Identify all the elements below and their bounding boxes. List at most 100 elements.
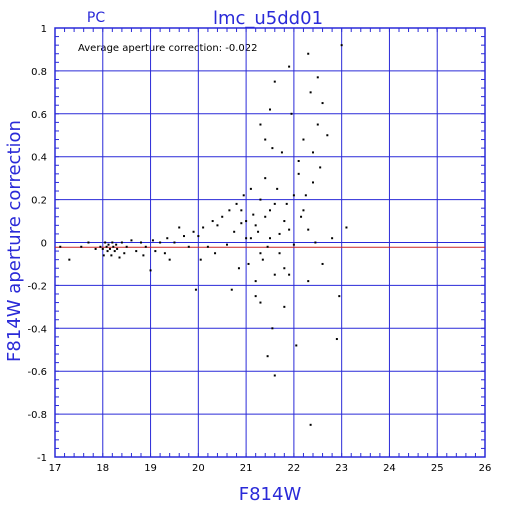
data-point (304, 194, 307, 197)
data-point (264, 215, 267, 218)
data-point (216, 224, 219, 227)
data-point (300, 215, 303, 218)
data-point (68, 258, 71, 261)
data-point (261, 258, 264, 261)
x-tick-label: 21 (240, 463, 253, 474)
data-point (237, 267, 240, 270)
data-point (245, 237, 248, 240)
data-point (266, 245, 269, 248)
data-point (278, 232, 281, 235)
data-point (273, 273, 276, 276)
data-point (135, 250, 138, 253)
data-point (292, 194, 295, 197)
x-tick-label: 25 (431, 463, 444, 474)
data-point (254, 295, 257, 298)
x-tick-label: 22 (288, 463, 301, 474)
data-point (140, 241, 142, 244)
data-point (314, 241, 317, 244)
data-point (159, 241, 162, 244)
y-tick-label: 0.6 (31, 110, 47, 121)
data-point (271, 147, 274, 150)
corner-label: PC (87, 10, 105, 26)
data-point (283, 220, 286, 223)
data-point (144, 245, 147, 248)
data-point (292, 243, 295, 246)
x-tick-label: 26 (479, 463, 492, 474)
x-axis-label: F814W (239, 484, 302, 505)
data-point (163, 252, 166, 255)
plot-frame (54, 27, 486, 458)
average-annotation: Average aperture correction: -0.022 (78, 43, 258, 54)
chart-title: lmc_u5dd01 (213, 8, 323, 29)
data-point (87, 241, 90, 244)
data-point (259, 123, 262, 126)
data-point (252, 213, 255, 216)
data-point (319, 166, 322, 169)
data-point (249, 237, 252, 240)
data-point (288, 273, 291, 276)
y-tick-label: 0.8 (31, 67, 47, 78)
data-point (123, 252, 126, 255)
data-point (125, 245, 128, 248)
data-point (94, 247, 97, 250)
data-point (266, 355, 269, 358)
data-point (288, 65, 291, 68)
data-point (269, 237, 271, 240)
data-point (214, 252, 217, 255)
data-point (273, 374, 276, 377)
data-point (106, 250, 109, 253)
data-point (290, 112, 293, 115)
y-tick-label: 0 (41, 239, 47, 250)
data-point (276, 187, 279, 190)
y-tick-label: 0.4 (31, 153, 47, 164)
data-point (269, 209, 271, 212)
data-point (316, 76, 319, 79)
data-point (257, 230, 260, 233)
data-point (173, 241, 176, 244)
data-point (116, 247, 119, 250)
data-point (307, 228, 310, 231)
data-point (295, 344, 298, 347)
data-point (331, 237, 334, 240)
data-point (307, 280, 310, 283)
data-point (115, 243, 118, 246)
data-point (151, 239, 154, 242)
data-point (206, 245, 209, 248)
data-point (307, 52, 310, 55)
data-point (240, 209, 243, 212)
x-tick-label: 17 (49, 463, 62, 474)
data-point (202, 226, 205, 229)
data-point (273, 80, 276, 83)
data-point (321, 102, 324, 105)
data-point (312, 151, 314, 154)
data-point (228, 209, 231, 212)
data-point (233, 230, 236, 233)
data-point (309, 91, 312, 94)
data-point (187, 245, 190, 248)
y-tick-label: 0.2 (31, 196, 47, 207)
data-point (197, 235, 200, 238)
data-point (118, 256, 121, 259)
data-point (338, 295, 341, 298)
y-tick-label: -0.6 (27, 367, 47, 378)
data-point (183, 235, 185, 238)
data-point (194, 288, 197, 291)
data-point (240, 222, 243, 225)
data-point (242, 194, 245, 197)
data-point (259, 252, 262, 255)
data-point (280, 151, 283, 154)
data-point (110, 254, 113, 257)
data-point (245, 220, 248, 223)
data-point (297, 159, 300, 162)
data-point (111, 241, 114, 244)
data-point (107, 243, 110, 246)
data-point (302, 138, 305, 141)
data-point (99, 245, 102, 248)
x-tick-label: 24 (383, 463, 396, 474)
data-point (192, 230, 195, 233)
data-point (166, 237, 169, 240)
data-point (108, 247, 111, 250)
data-point (120, 241, 123, 244)
data-point (226, 243, 228, 246)
